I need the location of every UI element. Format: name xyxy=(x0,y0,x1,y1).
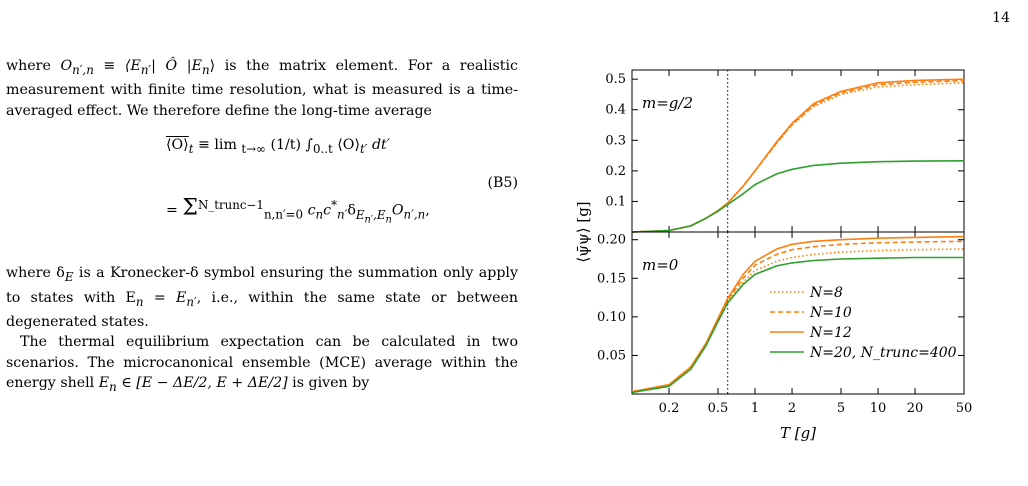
x-tick-label-5: 10 xyxy=(870,401,887,416)
y-tick-label-0-2: 0.3 xyxy=(605,133,626,148)
series-line-1-3 xyxy=(631,256,964,394)
equation-b5: ⟨O⟩t ≡ lim t→∞ (1/t) ∫0..t ⟨O⟩t′ dt′ = Σ… xyxy=(6,133,518,253)
series-line-1-1 xyxy=(631,240,965,393)
y-tick-label-0-3: 0.4 xyxy=(605,103,626,118)
legend-label-2: N=12 xyxy=(809,325,852,341)
x-tick-label-1: 0.5 xyxy=(708,401,729,416)
page-number: 14 xyxy=(992,10,1010,26)
paragraph-1: where On′,n ≡ ⟨En′| Ô |En⟩ is the matrix… xyxy=(6,58,518,119)
paragraph-3: The thermal equilibrium expectation can … xyxy=(6,334,518,395)
text-column: where On′,n ≡ ⟨En′| Ô |En⟩ is the matrix… xyxy=(6,56,518,398)
x-tick-label-2: 1 xyxy=(751,401,759,416)
paragraph-2: where δE is a Kronecker-δ symbol ensurin… xyxy=(6,265,519,330)
y-tick-label-1-0: 0.05 xyxy=(597,348,626,363)
y-tick-label-0-0: 0.1 xyxy=(605,194,626,209)
x-axis-label: T [g] xyxy=(780,424,816,442)
legend-label-0: N=8 xyxy=(809,285,843,301)
panel-frame-1 xyxy=(631,231,965,395)
equation-line-1: ⟨O⟩t ≡ lim t→∞ (1/t) ∫0..t ⟨O⟩t′ dt′ xyxy=(166,137,390,157)
panel-annotation-0: m=g/2 xyxy=(642,94,693,112)
equation-line-2: = ΣN_trunc−1n,n′=0 cnc*n′δEn′,EnOn′,n, xyxy=(166,196,430,226)
figure-chart: 0.1 0.2 0.3 0.4 0.5 m=g/2 0.05 0.10 0.15 0.20 m=0 0… xyxy=(562,60,982,480)
x-tick-label-6: 20 xyxy=(907,401,924,416)
legend-label-3: N=20, N_trunc=400 xyxy=(809,345,957,361)
chart-svg: 0.1 0.2 0.3 0.4 0.5 m=g/2 0.05 0.10 0.15 0.20 m=0 0… xyxy=(574,69,973,442)
series-line-1-0 xyxy=(631,248,965,393)
equation-number: (B5) xyxy=(487,175,518,192)
series-line-1-2 xyxy=(631,235,965,393)
y-tick-label-1-3: 0.20 xyxy=(597,233,626,248)
x-tick-label-4: 5 xyxy=(837,401,845,416)
legend-label-1: N=10 xyxy=(809,305,852,321)
y-axis-label: ⟨ψ̄ψ⟩ [g] xyxy=(574,201,592,262)
y-tick-label-0-4: 0.5 xyxy=(605,72,626,87)
y-tick-label-1-2: 0.15 xyxy=(597,271,626,286)
x-tick-label-7: 50 xyxy=(956,401,973,416)
y-tick-label-0-1: 0.2 xyxy=(605,164,626,179)
panel-annotation-1: m=0 xyxy=(642,256,679,274)
series-line-0-3 xyxy=(631,160,965,233)
y-tick-label-1-1: 0.10 xyxy=(597,310,626,325)
x-tick-label-3: 2 xyxy=(788,401,796,416)
x-tick-label-0: 0.2 xyxy=(659,401,680,416)
